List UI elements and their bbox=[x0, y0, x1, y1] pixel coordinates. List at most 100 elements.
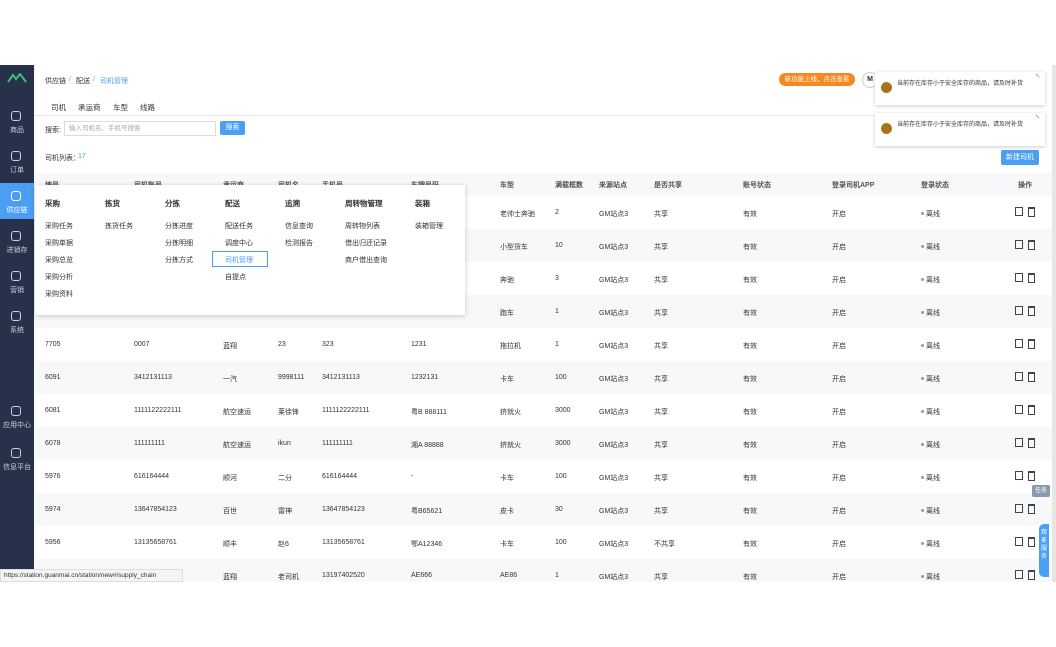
delete-icon[interactable] bbox=[1028, 372, 1035, 382]
table-cell: 航空速运 bbox=[223, 409, 251, 416]
delete-icon[interactable] bbox=[1028, 207, 1035, 217]
table-cell: GM站点3 bbox=[599, 541, 629, 548]
table-cell: 一汽 bbox=[223, 376, 237, 383]
table-cell: 粤B 888111 bbox=[411, 409, 447, 416]
edit-icon[interactable] bbox=[1015, 207, 1023, 216]
menu-item[interactable]: 信息查询 bbox=[285, 223, 313, 230]
new-driver-button[interactable]: 新建司机 bbox=[1001, 150, 1039, 165]
table-header: 满载框数 bbox=[555, 182, 583, 189]
tab[interactable]: 线路 bbox=[140, 103, 155, 112]
edit-icon[interactable] bbox=[1015, 405, 1023, 414]
table-cell: GM站点3 bbox=[599, 475, 629, 482]
menu-item[interactable]: 借出归还记录 bbox=[345, 240, 387, 247]
edit-icon[interactable] bbox=[1015, 339, 1023, 348]
sidebar-item[interactable]: 营销 bbox=[10, 287, 24, 294]
menu-item[interactable]: 采购分析 bbox=[45, 274, 73, 281]
breadcrumb-item[interactable]: 配送 bbox=[76, 78, 90, 85]
float-task[interactable]: 任务 bbox=[1032, 485, 1050, 497]
tab[interactable]: 车型 bbox=[113, 103, 128, 112]
edit-icon[interactable] bbox=[1015, 240, 1023, 249]
table-cell: 共享 bbox=[654, 310, 668, 317]
sidebar-item[interactable]: 供应链 bbox=[6, 207, 28, 214]
delete-icon[interactable] bbox=[1028, 471, 1035, 481]
edit-icon[interactable] bbox=[1015, 570, 1023, 579]
toast-text: 当前存在库存小于安全库存的商品，请及时补货 bbox=[897, 81, 1024, 87]
breadcrumb-separator: / bbox=[69, 76, 71, 83]
sidebar-icon bbox=[11, 311, 21, 321]
menu-item[interactable]: 采购资料 bbox=[45, 291, 73, 298]
menu-item[interactable]: 分拣明细 bbox=[165, 240, 193, 247]
table-cell: 2 bbox=[555, 209, 559, 216]
table-cell: 1 bbox=[555, 308, 559, 315]
table-cell: 蓝翔 bbox=[223, 574, 237, 581]
table-cell: GM站点3 bbox=[599, 574, 629, 581]
tab[interactable]: 司机 bbox=[51, 103, 66, 112]
delete-icon[interactable] bbox=[1028, 273, 1035, 283]
delete-icon[interactable] bbox=[1028, 570, 1035, 580]
breadcrumb-item[interactable]: 供应链 bbox=[45, 78, 66, 85]
menu-item[interactable]: 配送任务 bbox=[225, 223, 253, 230]
sidebar-item[interactable]: 进销存 bbox=[6, 247, 28, 254]
table-cell: 离线 bbox=[926, 277, 940, 284]
search-label: 搜索: bbox=[45, 127, 61, 134]
table-cell: 顺河 bbox=[223, 475, 237, 482]
menu-item[interactable]: 周转物列表 bbox=[345, 223, 380, 230]
table-cell: 开启 bbox=[832, 376, 846, 383]
menu-item[interactable]: 分拣方式 bbox=[165, 257, 193, 264]
table-header: 账号状态 bbox=[743, 182, 771, 189]
delete-icon[interactable] bbox=[1028, 339, 1035, 349]
table-cell: 有效 bbox=[743, 508, 757, 515]
float-service[interactable]: 观麦服务 bbox=[1039, 524, 1049, 577]
edit-icon[interactable] bbox=[1015, 438, 1023, 447]
table-cell: 卡车 bbox=[500, 541, 514, 548]
menu-item[interactable]: 拣货任务 bbox=[105, 223, 133, 230]
edit-icon[interactable] bbox=[1015, 471, 1023, 480]
search-input[interactable]: 输入司机名、手机号搜索 bbox=[64, 121, 216, 136]
tab[interactable]: 承运商 bbox=[78, 103, 101, 112]
edit-icon[interactable] bbox=[1015, 273, 1023, 282]
sidebar-item[interactable]: 应用中心 bbox=[3, 422, 31, 429]
edit-icon[interactable] bbox=[1015, 306, 1023, 315]
table-cell: 23 bbox=[278, 341, 286, 348]
table-cell: 共享 bbox=[654, 244, 668, 251]
sidebar-item[interactable]: 商品 bbox=[10, 127, 24, 134]
status-dot bbox=[921, 443, 924, 446]
search-button[interactable]: 搜索 bbox=[220, 121, 245, 135]
delete-icon[interactable] bbox=[1028, 504, 1035, 514]
menu-item[interactable]: 分拣进度 bbox=[165, 223, 193, 230]
table-row bbox=[35, 493, 1052, 527]
menu-item[interactable]: 采购总览 bbox=[45, 257, 73, 264]
edit-icon[interactable] bbox=[1015, 537, 1023, 546]
scrollbar bbox=[1052, 65, 1056, 582]
table-cell: 离线 bbox=[926, 211, 940, 218]
table-cell: 湘A 88888 bbox=[411, 442, 444, 449]
menu-item[interactable]: 采购任务 bbox=[45, 223, 73, 230]
status-url: https://station.guanmai.cn/station/new#/… bbox=[0, 569, 183, 582]
edit-icon[interactable] bbox=[1015, 372, 1023, 381]
delete-icon[interactable] bbox=[1028, 240, 1035, 250]
table-cell: GM站点3 bbox=[599, 376, 629, 383]
menu-item[interactable]: 检测报告 bbox=[285, 240, 313, 247]
menu-item[interactable]: 司机管理 bbox=[225, 257, 253, 264]
edit-icon[interactable] bbox=[1015, 504, 1023, 513]
menu-item[interactable]: 商户借出查询 bbox=[345, 257, 387, 264]
delete-icon[interactable] bbox=[1028, 306, 1035, 316]
sidebar-item[interactable]: 信息平台 bbox=[3, 464, 31, 471]
menu-item[interactable]: 装箱管理 bbox=[415, 223, 443, 230]
table-cell: 3 bbox=[555, 275, 559, 282]
table-row bbox=[35, 328, 1052, 362]
menu-item[interactable]: 调度中心 bbox=[225, 240, 253, 247]
delete-icon[interactable] bbox=[1028, 438, 1035, 448]
promo-button[interactable]: 新功能上线，点击查看 bbox=[779, 73, 855, 86]
table-cell: 有效 bbox=[743, 541, 757, 548]
table-cell: 13135658761 bbox=[134, 539, 177, 546]
menu-item[interactable]: 采购单据 bbox=[45, 240, 73, 247]
delete-icon[interactable] bbox=[1028, 537, 1035, 547]
menu-item[interactable]: 自提点 bbox=[225, 274, 246, 281]
sidebar-item[interactable]: 订单 bbox=[10, 167, 24, 174]
menu-active-box bbox=[212, 251, 268, 267]
sidebar-item[interactable]: 系统 bbox=[10, 327, 24, 334]
delete-icon[interactable] bbox=[1028, 405, 1035, 415]
table-cell: 111111111 bbox=[322, 440, 353, 447]
toast-icon bbox=[881, 123, 892, 134]
